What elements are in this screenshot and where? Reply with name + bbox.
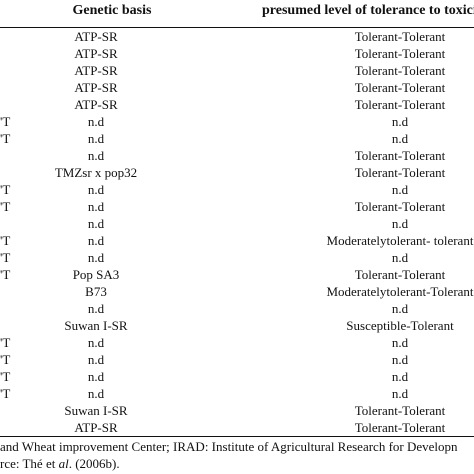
table-row: ATP-SR Tolerant-Tolerant <box>0 419 474 436</box>
table-row: n.d n.d <box>0 300 474 317</box>
footnote-source: rce: Thé et al. (2006b). <box>0 455 474 472</box>
table-row: ATP-SR Tolerant-Tolerant <box>0 62 474 79</box>
table-row: 'T n.d n.d <box>0 334 474 351</box>
cell-tolerance: n.d <box>391 301 409 316</box>
table-row: 'T n.d n.d <box>0 249 474 266</box>
table-row: 'T n.d Moderatelytolerant- tolerant <box>0 232 474 249</box>
cell-genetic-basis: Pop SA3 <box>72 267 120 282</box>
table-row: n.d n.d <box>0 215 474 232</box>
cell-genetic-basis: n.d <box>87 148 105 163</box>
table-body: ATP-SR Tolerant-Tolerant ATP-SR Tolerant-To… <box>0 28 474 436</box>
cell-genetic-basis: ATP-SR <box>74 46 118 61</box>
cell-genetic-basis: Suwan I-SR <box>64 403 128 418</box>
cell-tolerance: Moderatelytolerant-Tolerant <box>326 284 474 299</box>
table-row: Suwan I-SR Susceptible-Tolerant <box>0 317 474 334</box>
cell-tolerance: Tolerant-Tolerant <box>354 420 446 435</box>
table-row: 'T n.d n.d <box>0 351 474 368</box>
cell-truncated-left: 'T <box>0 267 11 282</box>
cell-truncated-left: 'T <box>0 114 11 129</box>
cell-genetic-basis: n.d <box>87 386 105 401</box>
cell-genetic-basis: ATP-SR <box>74 420 118 435</box>
cell-genetic-basis: n.d <box>87 250 105 265</box>
column-header-tolerance: presumed level of tolerance to toxicity:… <box>262 3 474 18</box>
table-row: ATP-SR Tolerant-Tolerant <box>0 45 474 62</box>
cell-genetic-basis: ATP-SR <box>74 63 118 78</box>
cell-genetic-basis: n.d <box>87 335 105 350</box>
table-bottom-rule <box>0 436 474 437</box>
cell-truncated-left: 'T <box>0 131 11 146</box>
cell-truncated-left: 'T <box>0 199 11 214</box>
cell-tolerance: Tolerant-Tolerant <box>354 46 446 61</box>
table-row: TMZsr x pop32 Tolerant-Tolerant <box>0 164 474 181</box>
cell-tolerance: n.d <box>391 114 409 129</box>
cell-genetic-basis: n.d <box>87 199 105 214</box>
cell-genetic-basis: n.d <box>87 352 105 367</box>
footnote-source-prefix: rce: Thé et <box>0 456 59 471</box>
cell-genetic-basis: n.d <box>87 233 105 248</box>
cell-truncated-left: 'T <box>0 250 11 265</box>
table-row: ATP-SR Tolerant-Tolerant <box>0 96 474 113</box>
cell-genetic-basis: TMZsr x pop32 <box>54 165 138 180</box>
cell-truncated-left: 'T <box>0 352 11 367</box>
cell-tolerance: n.d <box>391 182 409 197</box>
cell-genetic-basis: n.d <box>87 131 105 146</box>
cell-truncated-left: 'T <box>0 182 11 197</box>
footnote-source-italic: al <box>58 456 69 471</box>
cell-genetic-basis: n.d <box>87 114 105 129</box>
cell-tolerance: Tolerant-Tolerant <box>354 267 446 282</box>
cell-truncated-left: 'T <box>0 369 11 384</box>
cell-truncated-left: 'T <box>0 233 11 248</box>
cell-tolerance: Tolerant-Tolerant <box>354 63 446 78</box>
cell-genetic-basis: n.d <box>87 182 105 197</box>
cell-truncated-left: 'T <box>0 386 11 401</box>
table-row: n.d Tolerant-Tolerant <box>0 147 474 164</box>
cell-tolerance: Tolerant-Tolerant <box>354 199 446 214</box>
cell-tolerance: n.d <box>391 352 409 367</box>
table-row: 'T n.d n.d <box>0 385 474 402</box>
cell-tolerance: Tolerant-Tolerant <box>354 148 446 163</box>
cell-tolerance: Susceptible-Tolerant <box>346 318 454 333</box>
column-header-genetic-basis: Genetic basis <box>72 3 152 18</box>
cell-genetic-basis: B73 <box>85 284 107 299</box>
table-row: 'T n.d Tolerant-Tolerant <box>0 198 474 215</box>
cell-genetic-basis: n.d <box>87 301 105 316</box>
cell-tolerance: n.d <box>391 131 409 146</box>
footnote-abbreviations: and Wheat improvement Center; IRAD: Inst… <box>0 439 458 454</box>
table-row: 'T n.d n.d <box>0 181 474 198</box>
cell-tolerance: Tolerant-Tolerant <box>354 403 446 418</box>
cell-tolerance: n.d <box>391 335 409 350</box>
table-row: 'T n.d n.d <box>0 368 474 385</box>
cell-truncated-left: 'T <box>0 335 11 350</box>
cell-tolerance: n.d <box>391 386 409 401</box>
cell-tolerance: Tolerant-Tolerant <box>354 29 446 44</box>
table-row: 'T Pop SA3 Tolerant-Tolerant <box>0 266 474 283</box>
table-row: B73 Moderatelytolerant-Tolerant <box>0 283 474 300</box>
cell-tolerance: Moderatelytolerant- tolerant <box>326 233 474 248</box>
table-row: 'T n.d n.d <box>0 113 474 130</box>
cell-tolerance: n.d <box>391 369 409 384</box>
cell-tolerance: n.d <box>391 216 409 231</box>
table-row: 'T n.d n.d <box>0 130 474 147</box>
cell-tolerance: Tolerant-Tolerant <box>354 165 446 180</box>
footnote-source-suffix: . (2006b). <box>68 456 120 471</box>
cell-tolerance: Tolerant-Tolerant <box>354 80 446 95</box>
cell-genetic-basis: ATP-SR <box>74 29 118 44</box>
cell-tolerance: Tolerant-Tolerant <box>354 97 446 112</box>
cell-genetic-basis: ATP-SR <box>74 80 118 95</box>
cell-genetic-basis: Suwan I-SR <box>64 318 128 333</box>
table-row: Suwan I-SR Tolerant-Tolerant <box>0 402 474 419</box>
table-row: ATP-SR Tolerant-Tolerant <box>0 28 474 45</box>
cell-genetic-basis: n.d <box>87 216 105 231</box>
table-row: ATP-SR Tolerant-Tolerant <box>0 79 474 96</box>
cell-genetic-basis: n.d <box>87 369 105 384</box>
table-top-rule <box>0 27 474 28</box>
cell-genetic-basis: ATP-SR <box>74 97 118 112</box>
cell-tolerance: n.d <box>391 250 409 265</box>
